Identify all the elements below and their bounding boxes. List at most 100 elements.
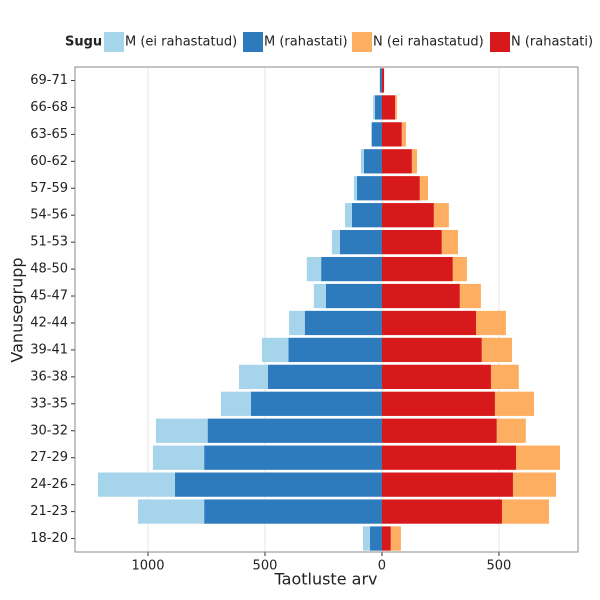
y-tick-label: 33-35 (30, 396, 68, 411)
y-tick-label: 27-29 (30, 450, 68, 465)
y-tick-label: 39-41 (30, 342, 68, 357)
bar (381, 68, 385, 93)
bar (352, 203, 382, 228)
bar (411, 149, 418, 174)
bar (313, 283, 326, 309)
bar (390, 526, 401, 551)
bar (268, 364, 382, 389)
bar (381, 310, 476, 336)
bar (441, 230, 458, 255)
bar (381, 364, 491, 389)
bar (516, 445, 560, 470)
bar (174, 472, 382, 497)
bar (137, 499, 205, 524)
bar (306, 256, 322, 282)
bar (353, 176, 357, 201)
y-tick-label: 45-47 (30, 289, 68, 304)
bar (373, 95, 375, 120)
bar (490, 364, 519, 389)
bar (381, 283, 460, 309)
y-tick-label: 51-53 (30, 235, 68, 250)
bar (325, 283, 382, 309)
legend-label: N (rahastati) (511, 35, 593, 50)
y-tick-label: 18-20 (30, 531, 68, 546)
bar (152, 445, 205, 470)
bar (381, 95, 396, 120)
bar (239, 364, 269, 389)
bar (381, 256, 453, 282)
bar (288, 337, 382, 363)
bar (401, 122, 407, 147)
y-tick-label: 63-65 (30, 127, 68, 142)
legend-label: N (ei rahastatud) (373, 35, 484, 50)
bar (204, 499, 382, 524)
bar (204, 445, 382, 470)
bar (381, 176, 420, 201)
bar (371, 122, 382, 147)
bar (360, 149, 364, 174)
bar (381, 391, 495, 416)
y-tick-label: 69-71 (30, 73, 68, 88)
bar (379, 68, 382, 93)
bar (381, 149, 412, 174)
legend-label: M (ei rahastatud) (125, 35, 237, 50)
bar (207, 418, 382, 443)
plot-border (74, 66, 579, 553)
bar (331, 230, 340, 255)
bar (381, 337, 482, 363)
bar (261, 337, 289, 363)
bar (381, 418, 497, 443)
x-tick-label: 1000 (131, 559, 164, 574)
legend-swatch (104, 32, 124, 52)
bar (501, 499, 549, 524)
y-tick-label: 54-56 (30, 208, 68, 223)
bar (220, 391, 251, 416)
y-tick-label: 36-38 (30, 369, 68, 384)
y-tick-label: 42-44 (30, 315, 68, 330)
bar (475, 310, 506, 336)
bar (496, 418, 526, 443)
x-tick-label: 500 (253, 559, 278, 574)
y-tick-label: 60-62 (30, 154, 68, 169)
bar (155, 418, 208, 443)
bar (381, 122, 402, 147)
legend-swatch (243, 32, 263, 52)
x-axis-label: Taotluste arv (274, 570, 378, 589)
y-tick-label: 21-23 (30, 504, 68, 519)
legend-title: Sugu (65, 35, 102, 50)
bar (374, 95, 382, 120)
x-tick-label: 0 (378, 559, 386, 574)
bar (370, 122, 372, 147)
y-tick-label: 66-68 (30, 100, 68, 115)
bar (459, 283, 481, 309)
bar (381, 230, 442, 255)
bar (433, 203, 449, 228)
legend-swatch (490, 32, 510, 52)
y-tick-label: 48-50 (30, 262, 68, 277)
bar (381, 203, 434, 228)
bar (356, 176, 382, 201)
legend-label: M (rahastati) (264, 35, 348, 50)
bar (344, 203, 353, 228)
bar (363, 149, 382, 174)
x-tick-label: 500 (487, 559, 512, 574)
bar (452, 256, 467, 282)
bar (250, 391, 382, 416)
bar (289, 310, 305, 336)
bar (381, 445, 517, 470)
bar (381, 526, 391, 551)
bar (304, 310, 382, 336)
bar (395, 95, 397, 120)
bar (512, 472, 557, 497)
bar (481, 337, 513, 363)
legend-swatch (352, 32, 372, 52)
bar (362, 526, 371, 551)
bar (97, 472, 175, 497)
bar (381, 472, 513, 497)
bar (339, 230, 382, 255)
bar (419, 176, 429, 201)
bar (321, 256, 382, 282)
y-tick-label: 24-26 (30, 477, 68, 492)
bar (494, 391, 535, 416)
